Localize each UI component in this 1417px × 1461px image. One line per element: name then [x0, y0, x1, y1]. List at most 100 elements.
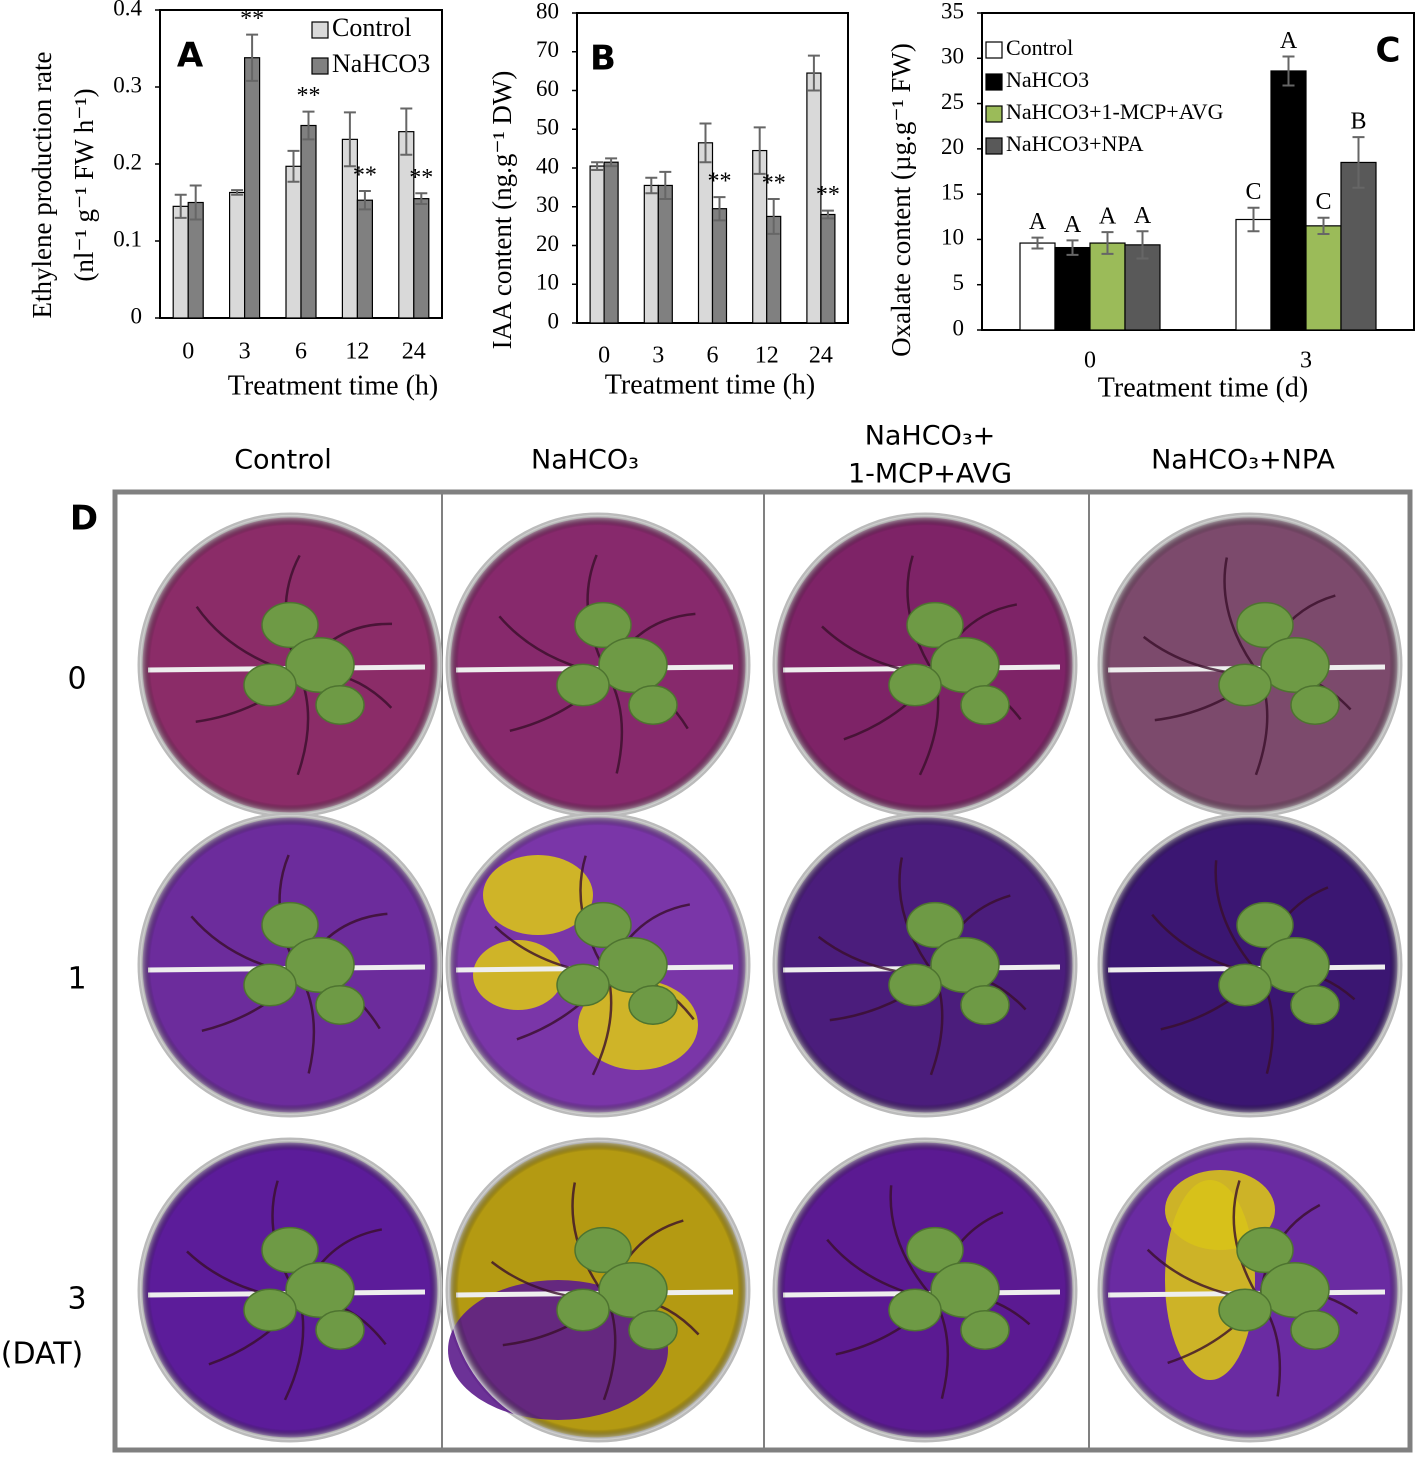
significance-label: A — [1029, 209, 1047, 235]
error-bar — [1317, 216, 1330, 235]
column-label: 1-MCP+AVG — [848, 459, 1012, 490]
error-bar — [645, 176, 658, 195]
bar — [657, 184, 673, 324]
error-bar — [713, 196, 726, 222]
bar — [172, 205, 189, 319]
petri-dish — [772, 512, 1078, 818]
legend-swatch — [311, 57, 329, 75]
x-tick-label: 6 — [295, 339, 307, 365]
y-axis-label: IAA content (ng.g⁻¹ DW) — [487, 71, 517, 350]
column-label: NaHCO₃+ — [865, 421, 996, 452]
error-bar — [1066, 239, 1079, 256]
error-bar — [415, 192, 428, 206]
rim — [1100, 815, 1400, 1115]
y-axis-label: (nl⁻¹ g⁻¹ FW h⁻¹) — [69, 88, 99, 281]
panel-label: C — [1376, 31, 1401, 71]
x-axis-label: Treatment time (h) — [228, 370, 438, 401]
petri-dish — [772, 812, 1078, 1118]
y-tick-label: 0.1 — [113, 226, 142, 251]
panel-frame — [112, 489, 1413, 1453]
y-tick-label: 0 — [548, 308, 560, 333]
legend-label: NaHCO3 — [1006, 67, 1089, 92]
rim — [775, 515, 1075, 815]
petri-dish — [1097, 1137, 1403, 1443]
bar — [1270, 70, 1307, 331]
bar — [1305, 225, 1342, 331]
plot-frame — [981, 12, 1415, 331]
x-tick-label: 0 — [1084, 348, 1096, 374]
rim — [1100, 1140, 1400, 1440]
error-bar — [767, 198, 780, 235]
row-label: 1 — [67, 962, 86, 997]
petri-dish — [1097, 512, 1403, 818]
significance-label: A — [1134, 203, 1152, 229]
y-tick-label: 5 — [953, 270, 965, 295]
rim — [140, 515, 440, 815]
panel-label: D — [70, 499, 98, 539]
error-bar — [231, 189, 244, 196]
error-bar — [699, 122, 712, 164]
rim — [448, 1140, 748, 1440]
y-tick-label: 50 — [536, 115, 559, 140]
x-axis-label: Treatment time (d) — [1098, 372, 1308, 403]
photo-panel: D Control NaHCO₃ NaHCO₃+ 1-MCP+AVG NaHCO₃+NP… — [1, 421, 1413, 1453]
x-tick-label: 3 — [1300, 348, 1312, 374]
legend-swatch — [985, 105, 1003, 123]
bar — [1019, 242, 1056, 331]
bar — [603, 161, 619, 324]
y-tick-label: 0.4 — [113, 0, 142, 20]
significance-label: A — [1280, 28, 1298, 54]
significance-label: ** — [240, 6, 264, 32]
legend-label: Control — [332, 13, 411, 42]
significance-label: C — [1245, 179, 1261, 205]
petri-dish — [137, 812, 443, 1118]
chart: 0 0.1 0.2 0.3 0.4 0 3 6 12 24 ** ** ** ** A Ethylene pr… — [27, 0, 443, 401]
bar — [711, 208, 728, 324]
error-bar — [1031, 236, 1044, 250]
significance-label: ** — [762, 171, 786, 197]
bar — [1340, 161, 1377, 331]
bar — [643, 184, 659, 324]
petri-dish — [1097, 812, 1403, 1118]
significance-label: ** — [409, 165, 433, 191]
bar — [285, 165, 302, 319]
row-label: 0 — [67, 662, 86, 697]
y-tick-label: 30 — [941, 44, 964, 69]
y-tick-label: 35 — [941, 0, 964, 23]
y-tick-label: 30 — [536, 192, 559, 217]
bar — [1054, 246, 1091, 331]
y-tick-label: 60 — [536, 76, 559, 101]
bar — [1089, 242, 1126, 331]
bar — [1235, 218, 1272, 331]
rim — [448, 815, 748, 1115]
significance-label: B — [1350, 109, 1366, 135]
legend-swatch — [985, 73, 1003, 91]
bar — [820, 213, 836, 324]
significance-label: ** — [353, 162, 377, 188]
bar — [398, 131, 415, 319]
y-tick-label: 0 — [953, 315, 965, 340]
x-axis-label: Treatment time (h) — [605, 369, 815, 400]
rim — [1100, 515, 1400, 815]
rim — [140, 1140, 440, 1440]
error-bar — [1352, 136, 1365, 189]
x-tick-label: 3 — [239, 339, 251, 365]
legend-swatch — [985, 137, 1003, 155]
error-bar — [807, 54, 820, 92]
petri-dish — [445, 1137, 751, 1443]
x-tick-label: 3 — [652, 343, 664, 369]
y-tick-label: 40 — [536, 153, 559, 178]
column-label: NaHCO₃+NPA — [1151, 445, 1335, 476]
charts: 0 0.1 0.2 0.3 0.4 0 3 6 12 24 ** ** ** ** A Ethylene pr… — [27, 0, 1415, 403]
legend-label: Control — [1006, 35, 1073, 60]
legend-label: NaHCO3 — [332, 49, 430, 78]
error-bar — [189, 184, 202, 221]
error-bar — [246, 33, 259, 82]
error-bar — [343, 111, 356, 168]
column-label: Control — [234, 445, 332, 476]
bar — [300, 124, 317, 319]
error-bar — [821, 209, 834, 220]
petri-dish — [137, 1137, 443, 1443]
error-bar — [659, 170, 672, 200]
